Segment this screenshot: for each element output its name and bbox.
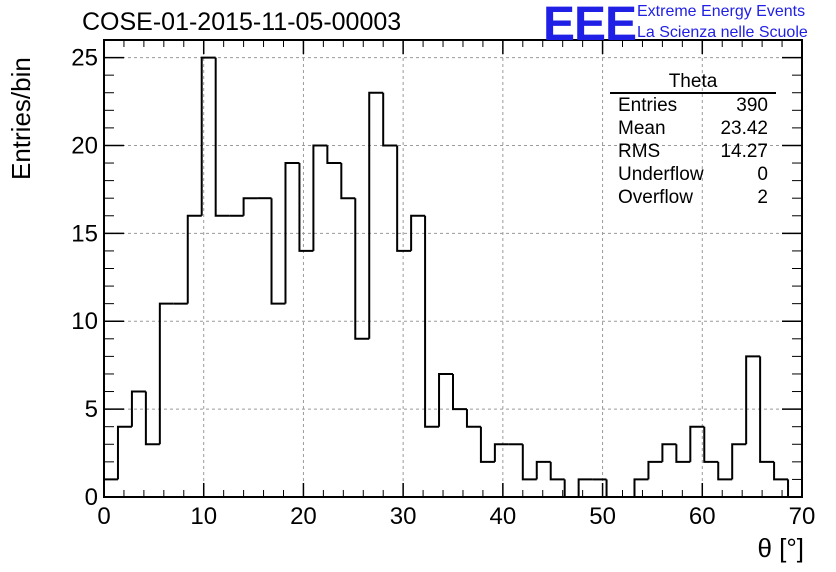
stats-value: 0 — [757, 164, 768, 185]
histogram-bin — [521, 444, 537, 481]
histogram-bin — [200, 56, 216, 216]
x-axis-label: θ [°] — [757, 533, 804, 563]
stats-label: RMS — [618, 141, 661, 162]
histogram-bin — [158, 302, 174, 445]
y-tick-label: 15 — [71, 220, 98, 247]
histogram-bin — [284, 162, 300, 304]
histogram-bin — [298, 163, 314, 252]
stats-box: Theta Entries 390 Mean 23.42 RMS 14.27 U… — [610, 72, 776, 209]
histogram-bin — [186, 214, 202, 304]
histogram-bin — [354, 198, 370, 340]
histogram-bin — [340, 163, 356, 200]
histogram-bin — [661, 443, 677, 462]
histogram-bin — [424, 215, 440, 428]
histogram-bin — [452, 373, 467, 411]
histogram-bin — [773, 461, 789, 481]
stats-label: Underflow — [618, 164, 704, 185]
stats-value: 23.42 — [720, 118, 768, 139]
histogram-bin — [326, 145, 342, 165]
stats-label: Overflow — [618, 187, 693, 208]
y-axis-label: Entries/bin — [6, 57, 36, 180]
histogram-bin — [759, 356, 775, 463]
y-tick-label: 0 — [85, 484, 98, 511]
histogram-bin — [410, 214, 426, 251]
y-tick-label: 5 — [85, 396, 98, 423]
histogram-bin — [605, 479, 621, 498]
logo-line-1: Extreme Energy Events — [637, 3, 806, 20]
stats-value: 14.27 — [720, 141, 768, 162]
x-tick-label: 0 — [97, 503, 110, 530]
stats-row-underflow: Underflow 0 — [610, 163, 776, 186]
stats-row-mean: Mean 23.42 — [610, 117, 776, 140]
y-tick-label: 25 — [71, 45, 98, 72]
axis-ticks — [103, 39, 803, 498]
histogram-bin — [689, 425, 705, 462]
x-tick-label: 20 — [290, 503, 317, 530]
x-tick-label: 60 — [689, 503, 716, 530]
histogram-bin — [703, 426, 719, 463]
histogram-bin — [647, 460, 663, 480]
histogram-bin — [144, 391, 160, 446]
histogram-bin — [312, 144, 328, 251]
histogram-bin — [549, 461, 565, 481]
histogram-bin — [438, 372, 453, 427]
stats-value: 390 — [736, 95, 768, 116]
histogram-bin — [675, 444, 691, 463]
stats-label: Entries — [618, 95, 678, 116]
histogram-bin — [130, 390, 146, 427]
y-tick-label: 10 — [71, 308, 98, 335]
histogram-bins — [103, 56, 802, 498]
stats-row-rms: RMS 14.27 — [610, 140, 776, 163]
histogram-bin — [270, 198, 286, 305]
histogram-bin — [633, 478, 649, 497]
stats-title: Theta — [610, 72, 776, 94]
x-tick-label: 30 — [390, 503, 417, 530]
histogram-bin — [493, 443, 509, 462]
histogram-bin — [787, 479, 802, 498]
x-tick-label: 40 — [490, 503, 517, 530]
stats-row-entries: Entries 390 — [610, 94, 776, 117]
histogram-bin — [563, 479, 579, 498]
stats-value: 2 — [757, 187, 768, 208]
histogram-bin — [479, 426, 495, 463]
histogram-bin — [382, 92, 398, 147]
histogram-bin — [242, 197, 258, 216]
x-tick-label: 10 — [190, 503, 217, 530]
histogram-bin — [396, 145, 412, 252]
stats-row-overflow: Overflow 2 — [610, 186, 776, 209]
histogram-bin — [214, 57, 230, 217]
eee-logo: EEE — [543, 0, 637, 51]
histogram-bin — [745, 355, 761, 445]
stats-label: Mean — [618, 118, 666, 139]
histogram-bin — [465, 409, 481, 428]
y-tick-label: 20 — [71, 132, 98, 159]
histogram-bin — [368, 91, 384, 339]
x-tick-label: 50 — [589, 503, 616, 530]
plot-title: COSE-01-2015-11-05-00003 — [82, 8, 402, 36]
histogram-bin — [577, 478, 593, 497]
logo-line-2: La Scienza nelle Scuole — [637, 24, 808, 41]
x-tick-label: 70 — [789, 503, 816, 530]
histogram-bin — [535, 460, 551, 480]
histogram-bin — [103, 478, 118, 497]
histogram-bin — [731, 443, 747, 480]
histogram-bin — [116, 425, 132, 480]
histogram-bin — [717, 461, 733, 481]
